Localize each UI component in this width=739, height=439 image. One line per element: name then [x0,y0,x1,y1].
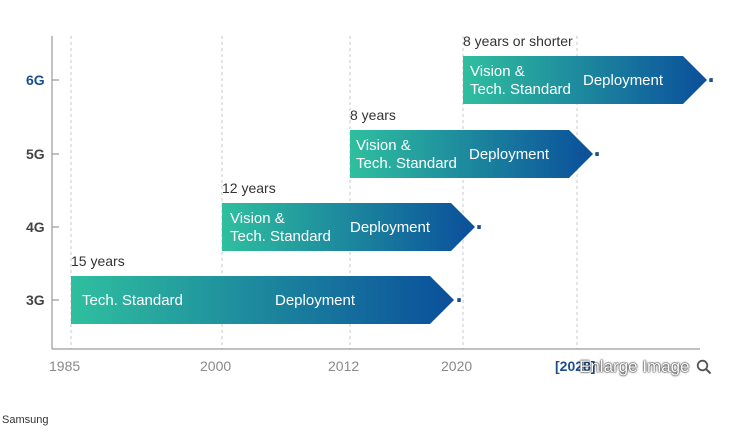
continuation-dots-4G: ··· [458,215,484,239]
segment-label-deployment-4G: Deployment [350,219,431,236]
segment-label-deployment-5G: Deployment [469,146,550,163]
row-label-3G: 3G [26,292,45,308]
segment-label-standard-4G: Vision & Tech. Standard [230,210,331,245]
row-label-6G: 6G [26,72,45,88]
period-label-6G: 8 years or shorter [463,33,573,49]
timeline-chart: 1985 2000 2012 2020 [2028] 3G 15 years Tech. St… [26,33,716,374]
enlarge-image-label: Enlarge Image [579,357,690,376]
row-label-4G: 4G [26,219,45,235]
arrow-bar-4G [222,203,475,251]
segment-label-deployment-6G: Deployment [583,72,664,89]
period-label-5G: 8 years [350,107,396,123]
x-tick-label-2012: 2012 [328,358,359,374]
row-label-5G: 5G [26,146,45,162]
enlarge-image-button[interactable]: Enlarge Image [579,354,712,380]
x-tick-label-2028: [2028] [555,358,595,374]
continuation-dots-6G: ··· [690,68,716,92]
segment-label-standard-5G: Vision & Tech. Standard [356,137,457,172]
arrow-bar-3G [71,276,454,324]
arrow-bar-6G [463,56,707,104]
segment-label-standard-6G: Vision & Tech. Standard [470,63,571,98]
x-tick-label-1985: 1985 [49,358,80,374]
magnifier-icon [696,359,711,375]
continuation-dots-3G: ··· [438,288,464,312]
x-tick-label-2020: 2020 [441,358,472,374]
segment-label-deployment-3G: Deployment [275,292,356,309]
period-label-3G: 15 years [71,253,125,269]
image-caption: Samsung [2,414,49,426]
continuation-dots-5G: ··· [576,142,602,166]
period-label-4G: 12 years [222,180,276,196]
arrow-bar-5G [350,130,593,178]
segment-label-standard-3G: Tech. Standard [82,292,183,309]
x-tick-label-2000: 2000 [200,358,231,374]
